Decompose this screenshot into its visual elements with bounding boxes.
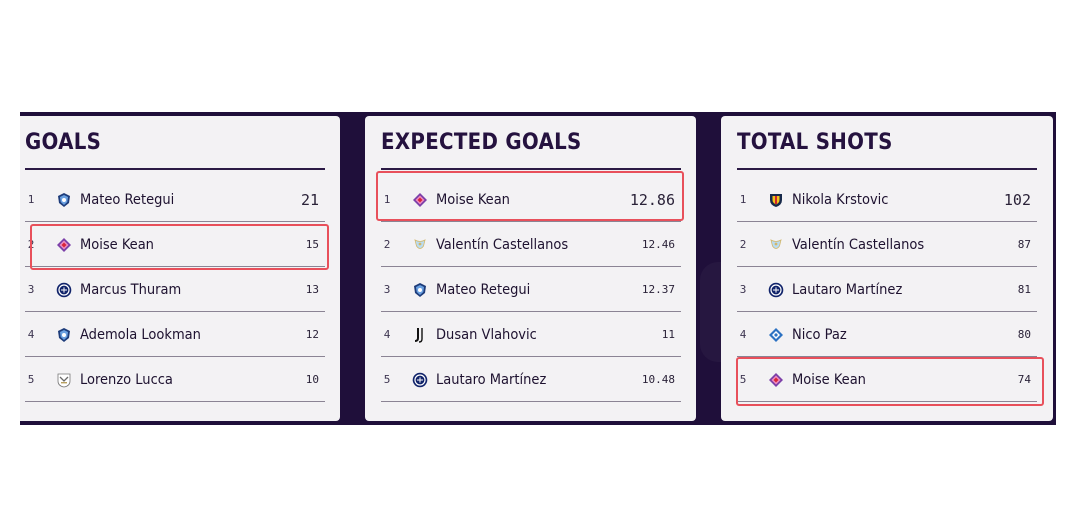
rank-number: 1 <box>739 193 747 206</box>
player-name: Mateo Retegui <box>436 281 531 298</box>
stat-value: 12.46 <box>641 238 675 251</box>
rank-number: 1 <box>27 193 35 206</box>
goals-row[interactable]: 5 Lorenzo Lucca 10 <box>25 358 325 402</box>
stat-value: 102 <box>1003 190 1031 209</box>
stat-value: 13 <box>305 283 319 296</box>
rank-number: 5 <box>27 373 35 386</box>
expected-goals-row[interactable]: 5 Lautaro Martínez 10.48 <box>381 358 681 402</box>
player-name: Lautaro Martínez <box>792 281 903 298</box>
rank-number: 4 <box>383 328 391 341</box>
rank-number: 3 <box>383 283 391 296</box>
player-name: Valentín Castellanos <box>792 236 925 253</box>
atalanta-crest-icon <box>412 282 428 298</box>
rank-number: 2 <box>739 238 747 251</box>
goals-row[interactable]: 2 Moise Kean 15 <box>25 223 325 267</box>
expected-goals-row[interactable]: 1 Moise Kean 12.86 <box>381 178 681 222</box>
goals-title: GOALS <box>25 130 102 155</box>
goals-row[interactable]: 1 Mateo Retegui 21 <box>25 178 325 222</box>
player-name: Nico Paz <box>792 326 847 343</box>
atalanta-crest-icon <box>56 192 72 208</box>
rank-number: 2 <box>383 238 391 251</box>
fiorentina-crest-icon <box>412 192 428 208</box>
expected-goals-row[interactable]: 2 Valentín Castellanos 12.46 <box>381 223 681 267</box>
player-name: Moise Kean <box>436 191 510 208</box>
rank-number: 3 <box>739 283 747 296</box>
como-crest-icon <box>768 327 784 343</box>
player-name: Lautaro Martínez <box>436 371 547 388</box>
stat-value: 87 <box>1017 238 1031 251</box>
player-name: Ademola Lookman <box>80 326 201 343</box>
total-shots-row[interactable]: 2 Valentín Castellanos 87 <box>737 223 1037 267</box>
rank-number: 5 <box>383 373 391 386</box>
stat-value: 12.37 <box>641 283 675 296</box>
rank-number: 3 <box>27 283 35 296</box>
lazio-crest-icon <box>768 237 784 253</box>
stat-value: 11 <box>661 328 675 341</box>
udinese-crest-icon <box>56 372 72 388</box>
expected-goals-row[interactable]: 4 Dusan Vlahovic 11 <box>381 313 681 357</box>
player-name: Lorenzo Lucca <box>80 371 173 388</box>
total-shots-card <box>721 116 1053 421</box>
fiorentina-crest-icon <box>768 372 784 388</box>
player-name: Dusan Vlahovic <box>436 326 537 343</box>
juventus-crest-icon <box>412 327 428 343</box>
goals-row[interactable]: 4 Ademola Lookman 12 <box>25 313 325 357</box>
player-name: Moise Kean <box>792 371 866 388</box>
fiorentina-crest-icon <box>56 237 72 253</box>
total-shots-row[interactable]: 3 Lautaro Martínez 81 <box>737 268 1037 312</box>
expected-goals-title-rule <box>381 168 681 170</box>
stat-value: 12.86 <box>629 190 675 209</box>
lecce-crest-icon <box>768 192 784 208</box>
atalanta-crest-icon <box>56 327 72 343</box>
expected-goals-title: EXPECTED GOALS <box>381 130 582 155</box>
inter-crest-icon <box>412 372 428 388</box>
stat-value: 80 <box>1017 328 1031 341</box>
player-name: Valentín Castellanos <box>436 236 569 253</box>
inter-crest-icon <box>56 282 72 298</box>
total-shots-row[interactable]: 4 Nico Paz 80 <box>737 313 1037 357</box>
rank-number: 4 <box>739 328 747 341</box>
goals-title-rule <box>25 168 325 170</box>
total-shots-title-rule <box>737 168 1037 170</box>
stat-value: 74 <box>1017 373 1031 386</box>
inter-crest-icon <box>768 282 784 298</box>
stat-value: 10 <box>305 373 319 386</box>
expected-goals-row[interactable]: 3 Mateo Retegui 12.37 <box>381 268 681 312</box>
total-shots-row[interactable]: 5 Moise Kean 74 <box>737 358 1037 402</box>
stat-value: 15 <box>305 238 319 251</box>
total-shots-title: TOTAL SHOTS <box>737 130 893 155</box>
total-shots-row[interactable]: 1 Nikola Krstovic 102 <box>737 178 1037 222</box>
lazio-crest-icon <box>412 237 428 253</box>
stat-value: 21 <box>300 190 319 209</box>
rank-number: 4 <box>27 328 35 341</box>
player-name: Mateo Retegui <box>80 191 175 208</box>
stat-value: 81 <box>1017 283 1031 296</box>
player-name: Moise Kean <box>80 236 154 253</box>
rank-number: 5 <box>739 373 747 386</box>
expected-goals-card <box>365 116 696 421</box>
goals-row[interactable]: 3 Marcus Thuram 13 <box>25 268 325 312</box>
rank-number: 1 <box>383 193 391 206</box>
stat-value: 12 <box>305 328 319 341</box>
stat-value: 10.48 <box>641 373 675 386</box>
player-name: Marcus Thuram <box>80 281 182 298</box>
player-name: Nikola Krstovic <box>792 191 889 208</box>
rank-number: 2 <box>27 238 35 251</box>
